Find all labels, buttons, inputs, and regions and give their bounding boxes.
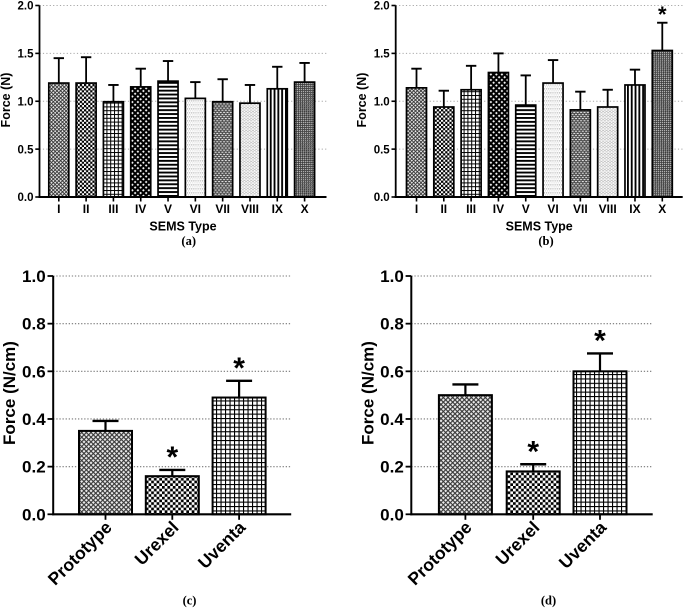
svg-text:0.0: 0.0	[18, 192, 34, 204]
svg-text:I: I	[57, 202, 60, 216]
svg-text:Force (N): Force (N)	[355, 73, 369, 128]
svg-text:(d): (d)	[541, 594, 556, 608]
svg-text:II: II	[440, 202, 447, 216]
svg-text:IV: IV	[135, 202, 146, 216]
svg-text:1.0: 1.0	[18, 96, 34, 108]
svg-text:0.6: 0.6	[380, 362, 404, 381]
svg-text:*: *	[658, 2, 667, 27]
svg-text:1.0: 1.0	[22, 267, 46, 286]
svg-text:0.2: 0.2	[22, 458, 46, 477]
svg-text:VII: VII	[573, 202, 588, 216]
svg-text:0.2: 0.2	[380, 458, 404, 477]
svg-text:1.0: 1.0	[380, 267, 404, 286]
svg-text:VI: VI	[547, 202, 558, 216]
svg-text:III: III	[108, 202, 118, 216]
svg-text:0.4: 0.4	[380, 410, 404, 429]
svg-text:*: *	[233, 352, 245, 385]
svg-text:0.0: 0.0	[22, 505, 46, 524]
svg-text:0.4: 0.4	[22, 410, 46, 429]
svg-text:0.0: 0.0	[374, 192, 390, 204]
svg-text:*: *	[594, 324, 606, 357]
svg-text:Force (N): Force (N)	[0, 73, 13, 128]
svg-text:(c): (c)	[183, 594, 197, 608]
svg-text:Force (N/cm): Force (N/cm)	[0, 341, 19, 445]
svg-text:*: *	[166, 441, 178, 474]
svg-text:IX: IX	[272, 202, 283, 216]
svg-text:VIII: VIII	[599, 202, 617, 216]
svg-text:III: III	[466, 202, 476, 216]
svg-text:2.0: 2.0	[18, 1, 34, 13]
svg-text:X: X	[301, 202, 309, 216]
svg-text:(b): (b)	[538, 234, 553, 248]
svg-text:*: *	[527, 435, 539, 468]
svg-text:1.5: 1.5	[18, 49, 35, 61]
svg-text:0.6: 0.6	[22, 362, 46, 381]
svg-text:VII: VII	[215, 202, 230, 216]
svg-text:0.8: 0.8	[380, 315, 404, 334]
svg-text:V: V	[522, 202, 530, 216]
svg-text:V: V	[164, 202, 172, 216]
svg-text:2.0: 2.0	[374, 1, 390, 13]
svg-text:SEMS Type: SEMS Type	[149, 220, 216, 234]
svg-text:VI: VI	[190, 202, 201, 216]
svg-text:0.8: 0.8	[22, 315, 46, 334]
svg-text:II: II	[83, 202, 90, 216]
svg-text:0.5: 0.5	[18, 144, 35, 156]
svg-text:SEMS Type: SEMS Type	[506, 220, 573, 234]
svg-text:1.5: 1.5	[374, 49, 391, 61]
svg-text:0.0: 0.0	[380, 505, 404, 524]
svg-text:I: I	[415, 202, 418, 216]
svg-text:1.0: 1.0	[374, 96, 390, 108]
svg-text:IX: IX	[629, 202, 640, 216]
svg-text:(a): (a)	[181, 234, 196, 248]
svg-text:X: X	[658, 202, 666, 216]
svg-text:VIII: VIII	[241, 202, 259, 216]
svg-text:Force (N/cm): Force (N/cm)	[358, 341, 377, 445]
svg-text:IV: IV	[493, 202, 504, 216]
svg-text:0.5: 0.5	[374, 144, 391, 156]
